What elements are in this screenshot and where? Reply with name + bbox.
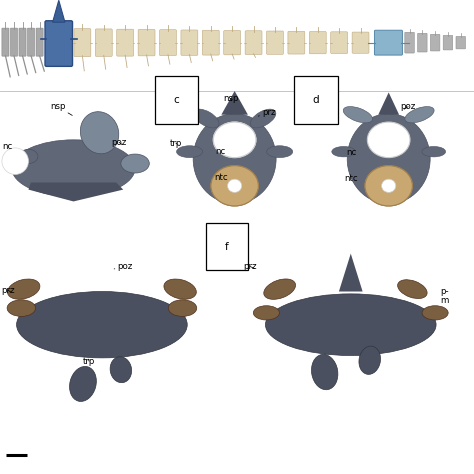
FancyBboxPatch shape bbox=[288, 31, 305, 54]
Text: c: c bbox=[173, 95, 179, 105]
Circle shape bbox=[2, 148, 28, 174]
Ellipse shape bbox=[382, 179, 396, 192]
Ellipse shape bbox=[264, 279, 296, 299]
FancyBboxPatch shape bbox=[331, 32, 347, 54]
Text: nc: nc bbox=[346, 148, 356, 157]
Polygon shape bbox=[339, 254, 363, 292]
FancyBboxPatch shape bbox=[117, 29, 134, 56]
Ellipse shape bbox=[19, 149, 38, 164]
Ellipse shape bbox=[164, 279, 196, 299]
Ellipse shape bbox=[213, 122, 256, 158]
Text: nsp: nsp bbox=[50, 102, 72, 116]
FancyBboxPatch shape bbox=[2, 28, 9, 56]
Bar bbox=[166, 91, 308, 249]
Ellipse shape bbox=[422, 306, 448, 320]
Text: ntc: ntc bbox=[214, 173, 228, 182]
FancyBboxPatch shape bbox=[430, 35, 440, 51]
Ellipse shape bbox=[367, 122, 410, 158]
Ellipse shape bbox=[398, 280, 427, 299]
Text: nc: nc bbox=[2, 143, 12, 151]
Polygon shape bbox=[53, 0, 65, 22]
Bar bbox=[239, 249, 474, 441]
Ellipse shape bbox=[110, 357, 132, 383]
Ellipse shape bbox=[70, 366, 96, 401]
Ellipse shape bbox=[211, 166, 258, 206]
FancyBboxPatch shape bbox=[138, 29, 155, 56]
Ellipse shape bbox=[213, 122, 256, 158]
Ellipse shape bbox=[347, 114, 430, 204]
Text: prz: prz bbox=[1, 286, 15, 294]
Ellipse shape bbox=[228, 179, 242, 192]
Text: nsp: nsp bbox=[223, 94, 238, 103]
FancyBboxPatch shape bbox=[74, 29, 91, 57]
Ellipse shape bbox=[254, 306, 280, 320]
Bar bbox=[0, 249, 239, 441]
Bar bbox=[308, 91, 474, 249]
FancyBboxPatch shape bbox=[310, 32, 326, 54]
Ellipse shape bbox=[332, 146, 356, 157]
Ellipse shape bbox=[193, 109, 219, 128]
Ellipse shape bbox=[266, 146, 292, 158]
Polygon shape bbox=[28, 182, 123, 201]
Ellipse shape bbox=[365, 166, 412, 206]
Text: poz: poz bbox=[401, 102, 416, 111]
FancyBboxPatch shape bbox=[160, 30, 176, 55]
Text: d: d bbox=[313, 95, 319, 105]
Bar bbox=[0, 91, 164, 235]
Ellipse shape bbox=[359, 346, 381, 374]
Ellipse shape bbox=[7, 300, 36, 317]
Text: poz: poz bbox=[111, 138, 127, 146]
FancyBboxPatch shape bbox=[202, 30, 219, 55]
Ellipse shape bbox=[250, 109, 276, 128]
Text: trp: trp bbox=[83, 357, 95, 365]
Text: ntc: ntc bbox=[345, 174, 358, 183]
FancyBboxPatch shape bbox=[245, 31, 262, 55]
Ellipse shape bbox=[265, 294, 436, 356]
Polygon shape bbox=[221, 91, 248, 115]
Text: prz: prz bbox=[243, 262, 256, 271]
FancyBboxPatch shape bbox=[443, 36, 453, 50]
Polygon shape bbox=[378, 92, 399, 115]
Ellipse shape bbox=[12, 140, 135, 197]
FancyBboxPatch shape bbox=[45, 21, 73, 66]
FancyBboxPatch shape bbox=[10, 28, 18, 56]
Text: prz: prz bbox=[258, 109, 275, 117]
Text: poz: poz bbox=[114, 262, 133, 271]
FancyBboxPatch shape bbox=[405, 32, 414, 53]
Ellipse shape bbox=[168, 300, 197, 317]
Ellipse shape bbox=[365, 166, 412, 206]
FancyBboxPatch shape bbox=[266, 31, 283, 55]
FancyBboxPatch shape bbox=[36, 28, 43, 56]
FancyBboxPatch shape bbox=[352, 32, 369, 53]
Ellipse shape bbox=[405, 107, 434, 123]
FancyBboxPatch shape bbox=[374, 30, 402, 55]
Ellipse shape bbox=[8, 279, 40, 299]
Ellipse shape bbox=[193, 114, 276, 204]
Ellipse shape bbox=[382, 179, 396, 192]
Ellipse shape bbox=[211, 166, 258, 206]
Text: f: f bbox=[225, 242, 229, 252]
FancyBboxPatch shape bbox=[27, 28, 35, 56]
Ellipse shape bbox=[80, 112, 119, 154]
FancyBboxPatch shape bbox=[181, 30, 198, 55]
FancyBboxPatch shape bbox=[19, 28, 26, 56]
FancyBboxPatch shape bbox=[224, 30, 241, 55]
Ellipse shape bbox=[17, 292, 187, 358]
Text: m: m bbox=[440, 297, 448, 305]
Ellipse shape bbox=[422, 146, 446, 157]
Ellipse shape bbox=[176, 146, 203, 158]
Text: nc: nc bbox=[216, 147, 226, 156]
Ellipse shape bbox=[121, 154, 149, 173]
FancyBboxPatch shape bbox=[418, 33, 427, 52]
FancyBboxPatch shape bbox=[456, 36, 465, 49]
FancyBboxPatch shape bbox=[95, 29, 112, 56]
Ellipse shape bbox=[311, 355, 338, 390]
Ellipse shape bbox=[228, 179, 242, 192]
Text: trp: trp bbox=[170, 139, 182, 147]
Ellipse shape bbox=[343, 107, 373, 123]
Text: p-: p- bbox=[440, 287, 448, 296]
